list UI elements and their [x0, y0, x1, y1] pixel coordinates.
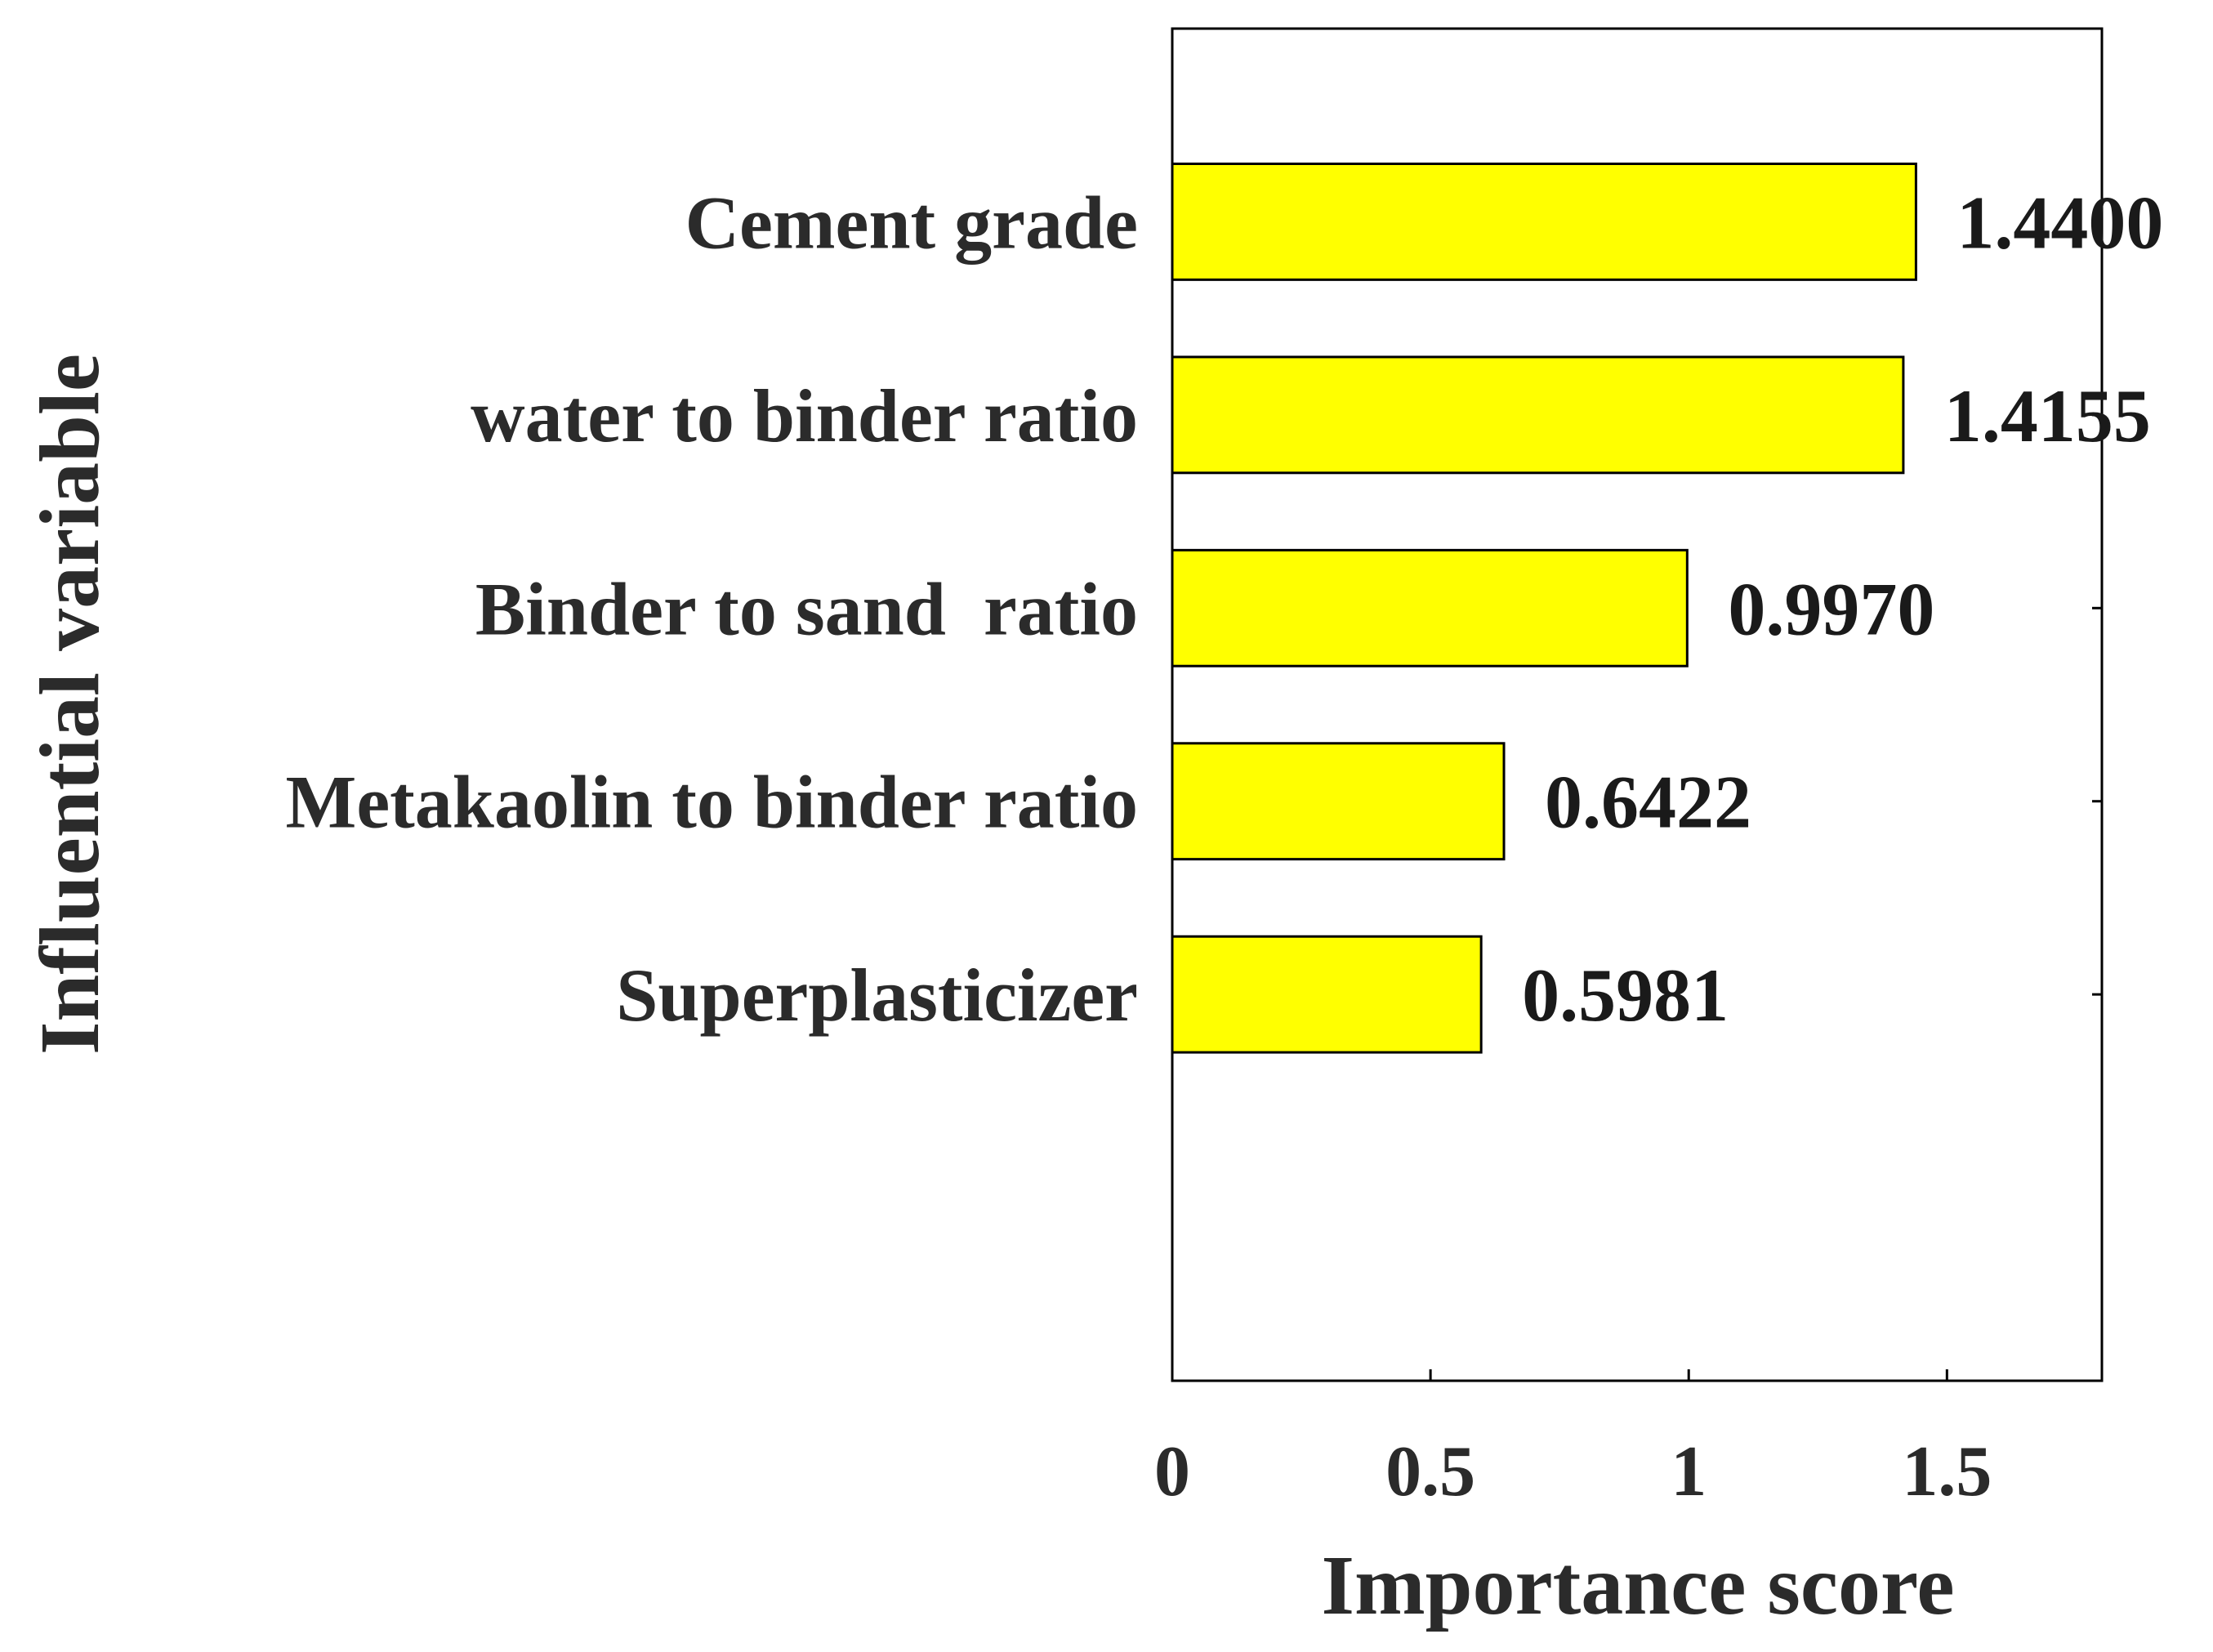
bar [1171, 163, 1917, 281]
value-label: 1.4155 [1944, 374, 2151, 458]
x-ticks-group: 0 0.5 1 1.5 [1154, 220, 2102, 1511]
x-tick-label: 0.5 [1385, 1432, 1475, 1511]
bar [1171, 548, 1689, 667]
bar [1171, 935, 1483, 1054]
x-axis-title: Importance score [1322, 1538, 1955, 1632]
value-label: 0.9970 [1728, 567, 1934, 650]
value-label: 0.6422 [1545, 761, 1751, 844]
category-label: Cement grade [685, 181, 1138, 264]
bars-group [1171, 163, 1917, 1054]
x-tick-label: 1 [1671, 1432, 1707, 1511]
category-label: water to binder ratio [471, 374, 1138, 458]
category-label: Superplasticizer [616, 953, 1138, 1037]
y-axis-title: Influential variable [23, 354, 117, 1055]
value-label: 0.5981 [1522, 953, 1729, 1037]
value-label: 1.4400 [1956, 181, 2163, 264]
bar [1171, 742, 1506, 861]
category-label: Binder to sand ratio [475, 567, 1138, 650]
labels-group: Cement grade 1.4400 water to binder ratio 1… [286, 181, 2164, 1037]
x-tick-label: 1.5 [1902, 1432, 1992, 1511]
category-label: Metakaolin to binder ratio [286, 761, 1139, 844]
plot-frame [1171, 27, 2104, 1382]
bar [1171, 355, 1905, 475]
x-tick-label: 0 [1154, 1432, 1190, 1511]
